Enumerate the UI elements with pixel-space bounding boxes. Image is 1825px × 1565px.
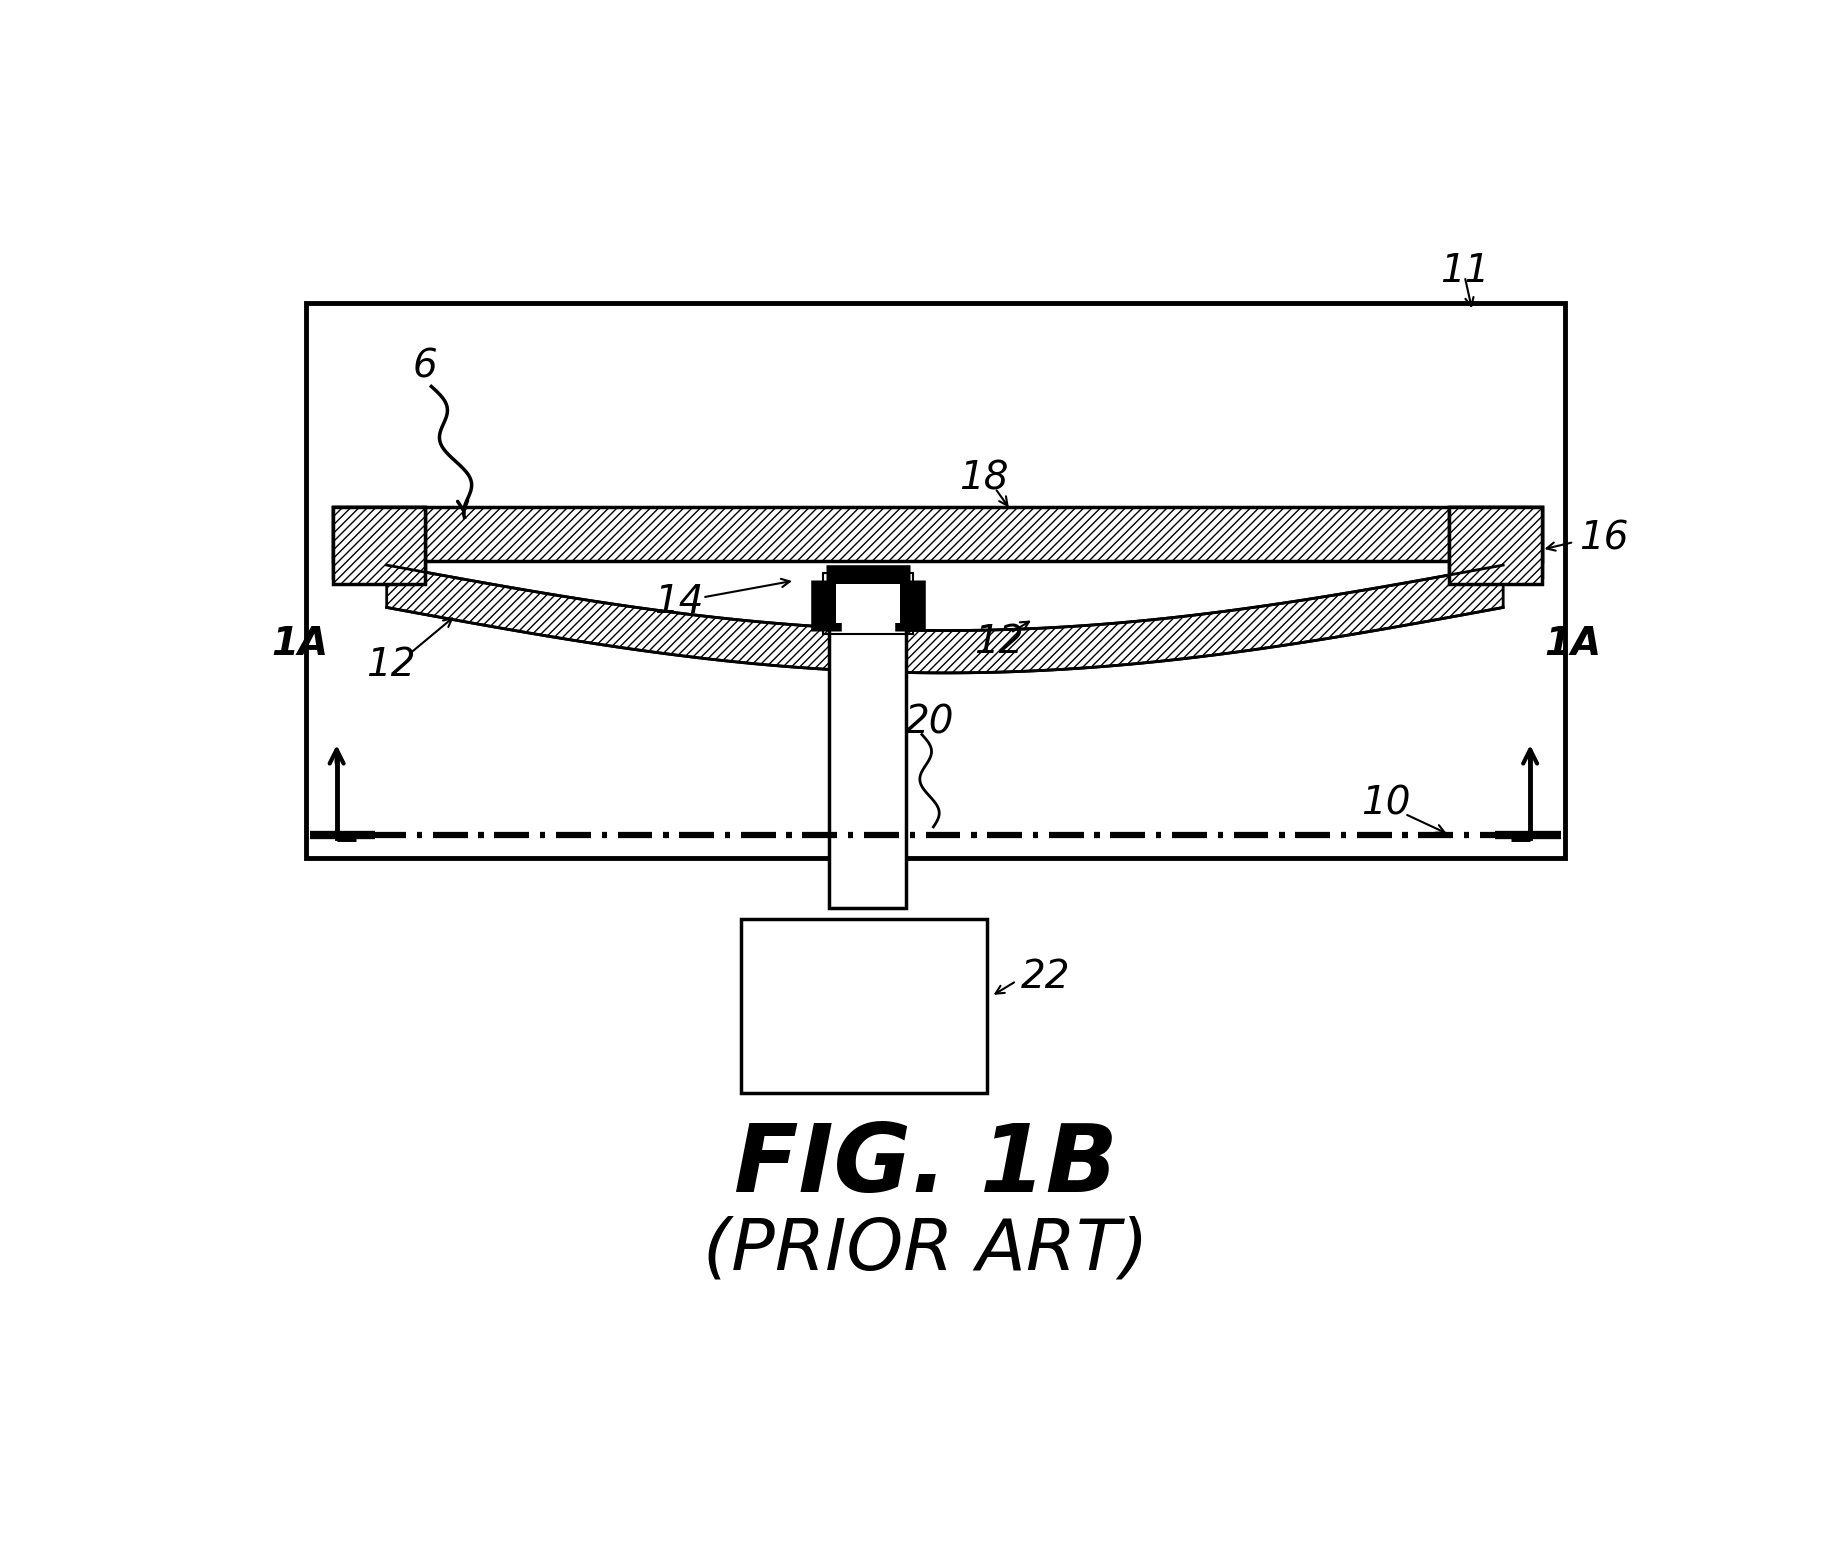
Bar — [829, 604, 907, 908]
Text: 18: 18 — [958, 460, 1007, 498]
Polygon shape — [387, 565, 1504, 673]
Text: 11: 11 — [1440, 252, 1489, 290]
Bar — [1449, 507, 1542, 584]
Text: FIG. 1B: FIG. 1B — [734, 1119, 1117, 1211]
Text: 6: 6 — [412, 347, 438, 385]
Text: 16: 16 — [1579, 520, 1628, 557]
Text: (PRIOR ART): (PRIOR ART) — [703, 1216, 1148, 1285]
Bar — [836, 584, 900, 623]
Bar — [332, 507, 425, 576]
Text: 12: 12 — [365, 646, 416, 684]
Bar — [741, 919, 987, 1092]
Text: 12: 12 — [975, 623, 1024, 660]
Text: 22: 22 — [1020, 958, 1069, 995]
Bar — [307, 304, 1564, 858]
Text: 10: 10 — [1361, 784, 1411, 823]
Text: 20: 20 — [905, 704, 954, 742]
Bar — [1449, 507, 1542, 576]
Text: 1A: 1A — [1544, 626, 1601, 664]
Text: 14: 14 — [655, 584, 704, 621]
Bar — [823, 573, 912, 634]
Bar — [332, 507, 1542, 562]
Text: 1A: 1A — [272, 626, 328, 664]
Bar — [332, 507, 425, 584]
